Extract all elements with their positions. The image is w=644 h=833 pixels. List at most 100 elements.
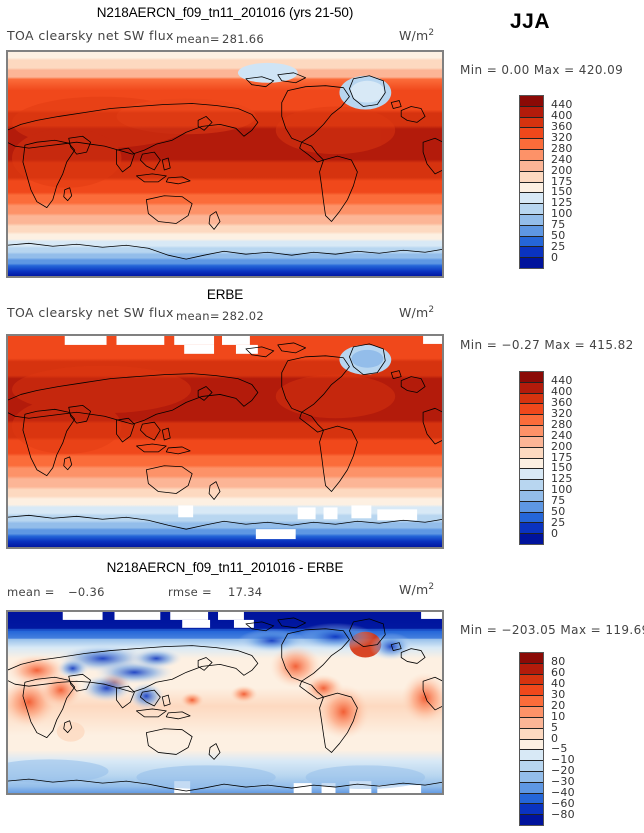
colorbar-obs-tick-8: 150 <box>551 461 573 475</box>
colorbar-model-tick-7: 175 <box>551 174 573 188</box>
colorbar-labels-obs: 440 400 360 320 280 240 200 175 150 125 100 75 50 25 0 <box>551 371 611 545</box>
colorbar-diff-band-7 <box>520 728 543 740</box>
colorbar-diff-band-15 <box>520 815 543 825</box>
map-svg-model <box>7 51 443 277</box>
arctic-negative-band-2 <box>7 628 443 639</box>
colorbar-obs-band-3 <box>520 404 543 416</box>
panel-variable-obs: TOA clearsky net SW flux <box>7 305 174 320</box>
colorbar-labels-diff: 80 60 40 30 20 10 5 0 −5 −10 −20 −30 −40 −60 −80 <box>551 652 611 826</box>
colorbar-obs-band-11 <box>520 490 543 502</box>
colorbar-model-tick-12: 50 <box>551 228 566 242</box>
colorbar-model-tick-1: 400 <box>551 109 573 123</box>
colorbar-obs-band-15 <box>520 534 543 544</box>
panel-mean-value-diff: −0.36 <box>68 585 105 599</box>
colorbar-model-tick-10: 100 <box>551 207 573 221</box>
minmax-obs: Min = −0.27 Max = 415.82 <box>460 338 634 352</box>
coastlines <box>7 617 443 792</box>
colorbar-bands-obs <box>519 371 544 545</box>
colorbar-obs-band-10 <box>520 480 543 491</box>
colorbar-model-tick-8: 150 <box>551 185 573 199</box>
colorbar-model-band-5 <box>520 150 543 161</box>
colorbar-obs-band-5 <box>520 426 543 437</box>
colorbar-diff-tick-5: 10 <box>551 709 566 723</box>
panel-mean-label-model: mean= <box>176 32 220 46</box>
panel-title-diff: N218AERCN_f09_tn11_201016 - ERBE <box>106 560 344 575</box>
land-warm-overlay <box>11 365 396 454</box>
colorbar-diff-band-10 <box>520 761 543 772</box>
colorbar-diff-tick-4: 20 <box>551 698 566 712</box>
colorbar-diff-band-4 <box>520 696 543 708</box>
colorbar-diff-band-13 <box>520 793 543 805</box>
colorbar-diff-band-0 <box>520 653 543 664</box>
colorbar-obs-tick-6: 200 <box>551 439 573 453</box>
panel-units-diff: W/m2 <box>399 582 434 597</box>
colorbar-diff-band-5 <box>520 707 543 718</box>
coastlines <box>7 342 443 530</box>
colorbar-obs-tick-0: 440 <box>551 374 573 388</box>
colorbar-diff-tick-0: 80 <box>551 655 566 669</box>
map-svg-obs <box>7 335 443 548</box>
panel-mean-value-model: 281.66 <box>222 32 265 46</box>
colorbar-model-tick-13: 25 <box>551 239 566 253</box>
colorbar-diff: 80 60 40 30 20 10 5 0 −5 −10 −20 −30 −40 −60 −80 <box>519 652 619 826</box>
minmax-diff: Min = −203.05 Max = 119.69 <box>460 623 644 637</box>
colorbar-diff-band-12 <box>520 782 543 794</box>
colorbar-diff-tick-6: 5 <box>551 720 559 734</box>
units-exponent: 2 <box>428 305 435 315</box>
colorbar-model-band-4 <box>520 139 543 151</box>
map-diff <box>6 610 444 795</box>
colorbar-obs-band-14 <box>520 523 543 535</box>
colorbar-diff-tick-2: 40 <box>551 677 566 691</box>
panel-units-model: W/m2 <box>399 28 434 43</box>
panel-mean-label-obs: mean= <box>176 309 220 323</box>
colorbar-diff-tick-11: −30 <box>551 775 575 788</box>
map-obs <box>6 334 444 549</box>
map-svg-diff <box>7 611 443 794</box>
panel-units-obs: W/m2 <box>399 305 434 320</box>
colorbar-diff-tick-14: −80 <box>551 807 575 821</box>
units-text: W/m <box>399 582 429 598</box>
colorbar-model-band-15 <box>520 258 543 268</box>
colorbar-model-band-7 <box>520 171 543 183</box>
colorbar-obs-band-1 <box>520 382 543 394</box>
colorbar-model-band-14 <box>520 247 543 259</box>
colorbar-model-tick-5: 240 <box>551 152 573 166</box>
colorbar-obs-tick-2: 360 <box>551 396 573 410</box>
greenland-cold-core <box>351 349 384 368</box>
colorbar-obs-tick-9: 125 <box>551 472 573 486</box>
colorbar-obs-tick-14: 0 <box>551 526 559 540</box>
minmax-model: Min = 0.00 Max = 420.09 <box>460 63 624 77</box>
colorbar-model-band-10 <box>520 204 543 215</box>
colorbar-model-band-8 <box>520 182 543 194</box>
colorbar-diff-band-11 <box>520 771 543 783</box>
colorbar-diff-band-9 <box>520 750 543 762</box>
colorbar-obs-tick-12: 50 <box>551 504 566 518</box>
units-exponent: 2 <box>428 28 435 38</box>
colorbar-obs-band-6 <box>520 436 543 448</box>
colorbar-obs-band-2 <box>520 393 543 405</box>
panel-rmse-value-diff: 17.34 <box>228 585 263 599</box>
colorbar-model-tick-4: 280 <box>551 141 573 155</box>
colorbar-diff-band-3 <box>520 685 543 697</box>
colorbar-diff-band-14 <box>520 804 543 816</box>
colorbar-obs-tick-1: 400 <box>551 385 573 399</box>
colorbar-model-band-2 <box>520 117 543 129</box>
colorbar-obs-tick-11: 75 <box>551 494 566 507</box>
colorbar-model-band-1 <box>520 106 543 118</box>
land-warm-overlay <box>11 96 396 188</box>
colorbar-model-tick-11: 75 <box>551 218 566 231</box>
colorbar-diff-tick-7: 0 <box>551 731 559 745</box>
colorbar-obs-band-7 <box>520 447 543 459</box>
colorbar-diff-band-8 <box>520 739 543 751</box>
colorbar-obs: 440 400 360 320 280 240 200 175 150 125 100 75 50 25 0 <box>519 371 619 545</box>
panel-title-obs: ERBE <box>206 287 244 302</box>
colorbar-obs-tick-7: 175 <box>551 450 573 464</box>
colorbar-diff-tick-3: 30 <box>551 688 566 701</box>
colorbar-diff-tick-8: −5 <box>551 742 568 756</box>
colorbar-model-band-9 <box>520 193 543 205</box>
colorbar-obs-band-0 <box>520 372 543 383</box>
colorbar-model-tick-0: 440 <box>551 98 573 112</box>
colorbar-diff-tick-1: 60 <box>551 666 566 680</box>
colorbar-model-tick-3: 320 <box>551 131 573 144</box>
colorbar-model-band-0 <box>520 96 543 107</box>
